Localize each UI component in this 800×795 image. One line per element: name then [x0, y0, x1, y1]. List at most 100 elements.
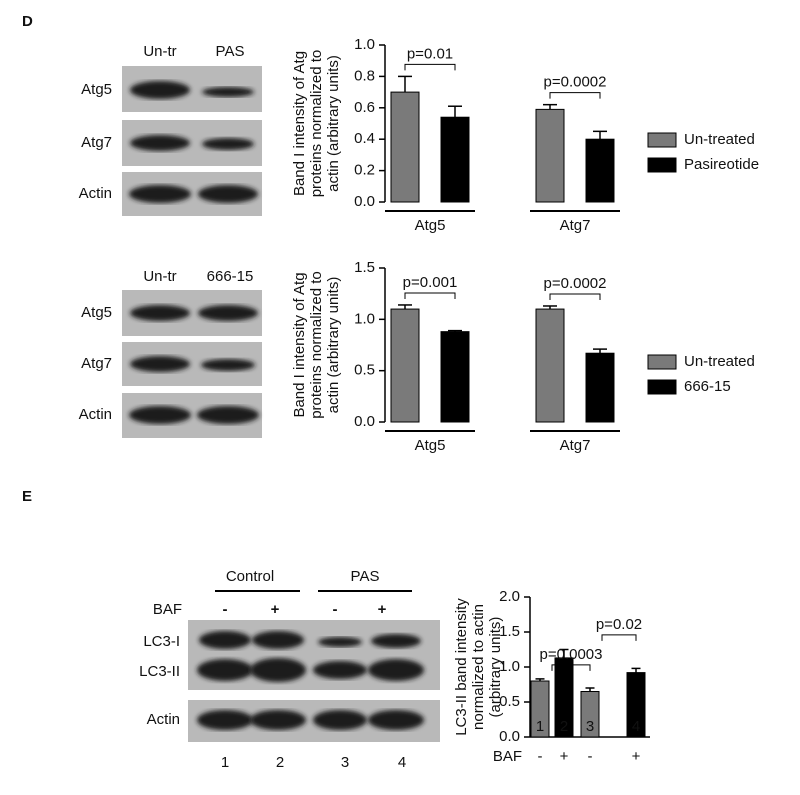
- y-tick-label: 1.0: [354, 310, 375, 327]
- bar: [585, 352, 615, 423]
- sublabel: -: [588, 748, 593, 765]
- legend-label: 666-15: [684, 378, 731, 395]
- row-label: Actin: [79, 406, 112, 423]
- y-axis-label: (arbitrary units): [487, 617, 504, 718]
- p-value: p=0.0002: [544, 275, 607, 292]
- bar: [626, 672, 646, 738]
- row-label: Actin: [79, 185, 112, 202]
- bar: [390, 91, 420, 203]
- x-tick-label: Atg7: [560, 437, 591, 454]
- legend-label: Un-treated: [684, 131, 755, 148]
- p-value: p=0.0003: [540, 646, 603, 663]
- legend-label: Pasireotide: [684, 156, 759, 173]
- lane-label: 666-15: [207, 268, 254, 285]
- significance-bracket: [549, 293, 601, 300]
- significance-bracket: [551, 664, 591, 671]
- y-axis-label: normalized to actin: [470, 604, 487, 730]
- sublabel: -: [538, 748, 543, 765]
- y-axis-label: proteins normalized to: [308, 50, 325, 198]
- bar: [530, 680, 550, 738]
- sublabel: +: [560, 748, 569, 765]
- lane-label: Un-tr: [143, 43, 176, 60]
- y-axis-label: LC3-II band intensity: [453, 598, 470, 736]
- bar: [585, 138, 615, 203]
- group-label: PAS: [351, 568, 380, 585]
- bar-label: 1: [536, 718, 544, 735]
- y-axis-label: actin (arbitrary units): [325, 55, 342, 192]
- legend-swatch: [647, 157, 677, 173]
- x-tick-label: Atg5: [415, 437, 446, 454]
- y-tick-label: 1.0: [499, 658, 520, 675]
- blot-image: [188, 620, 440, 742]
- significance-bracket: [404, 63, 456, 71]
- bar: [554, 657, 574, 738]
- sign: +: [378, 601, 387, 618]
- y-tick-label: 1.0: [354, 36, 375, 53]
- group-label: Control: [226, 568, 274, 585]
- x-tick-label: Atg5: [415, 217, 446, 234]
- y-tick-label: 0.5: [499, 693, 520, 710]
- significance-bracket: [549, 92, 601, 99]
- legend-swatch: [647, 132, 677, 148]
- row-label: Atg5: [81, 304, 112, 321]
- legend-swatch: [647, 354, 677, 370]
- p-value: p=0.001: [403, 274, 458, 291]
- x-tick-label: Atg7: [560, 217, 591, 234]
- lane-number: 4: [398, 754, 406, 771]
- row-label: Actin: [147, 711, 180, 728]
- bar: [440, 331, 470, 423]
- y-tick-label: 0.8: [354, 67, 375, 84]
- significance-bracket: [601, 634, 637, 641]
- y-axis-label: actin (arbitrary units): [325, 277, 342, 414]
- y-tick-label: 1.5: [499, 623, 520, 640]
- legend-label: Un-treated: [684, 353, 755, 370]
- y-tick-label: 0.0: [354, 413, 375, 430]
- y-tick-label: 0.0: [354, 193, 375, 210]
- panel-label: D: [22, 13, 33, 30]
- p-value: p=0.02: [596, 616, 642, 633]
- row-label: Atg7: [81, 134, 112, 151]
- sign: -: [333, 601, 338, 618]
- treatment-label: BAF: [153, 601, 182, 618]
- lane-label: PAS: [216, 43, 245, 60]
- sign: +: [271, 601, 280, 618]
- legend-swatch: [647, 379, 677, 395]
- lane-number: 2: [276, 754, 284, 771]
- bar: [535, 108, 565, 203]
- blot-image: [122, 290, 262, 438]
- y-tick-label: 2.0: [499, 588, 520, 605]
- y-axis-label: proteins normalized to: [308, 271, 325, 419]
- sign: -: [223, 601, 228, 618]
- y-tick-label: 1.5: [354, 259, 375, 276]
- y-tick-label: 0.2: [354, 162, 375, 179]
- row-label: LC3-II: [139, 663, 180, 680]
- bar-label: 2: [560, 718, 568, 735]
- y-axis-label: Band I intensity of Atg: [291, 51, 308, 196]
- lane-number: 3: [341, 754, 349, 771]
- y-tick-label: 0.0: [499, 728, 520, 745]
- sublabel-title: BAF: [493, 748, 522, 765]
- bar-label: 4: [632, 718, 640, 735]
- p-value: p=0.01: [407, 45, 453, 62]
- bar: [580, 691, 600, 738]
- significance-bracket: [404, 292, 456, 299]
- row-label: LC3-I: [143, 633, 180, 650]
- lane-label: Un-tr: [143, 268, 176, 285]
- y-tick-label: 0.4: [354, 130, 375, 147]
- row-label: Atg7: [81, 355, 112, 372]
- row-label: Atg5: [81, 81, 112, 98]
- p-value: p=0.0002: [544, 74, 607, 91]
- y-axis-label: Band I intensity of Atg: [291, 272, 308, 417]
- y-tick-label: 0.6: [354, 99, 375, 116]
- lane-number: 1: [221, 754, 229, 771]
- bar-label: 3: [586, 718, 594, 735]
- bar: [390, 308, 420, 423]
- blot-image: [122, 66, 262, 216]
- panel-label: E: [22, 488, 32, 505]
- bar: [440, 116, 470, 203]
- sublabel: +: [632, 748, 641, 765]
- bar: [535, 308, 565, 423]
- y-tick-label: 0.5: [354, 362, 375, 379]
